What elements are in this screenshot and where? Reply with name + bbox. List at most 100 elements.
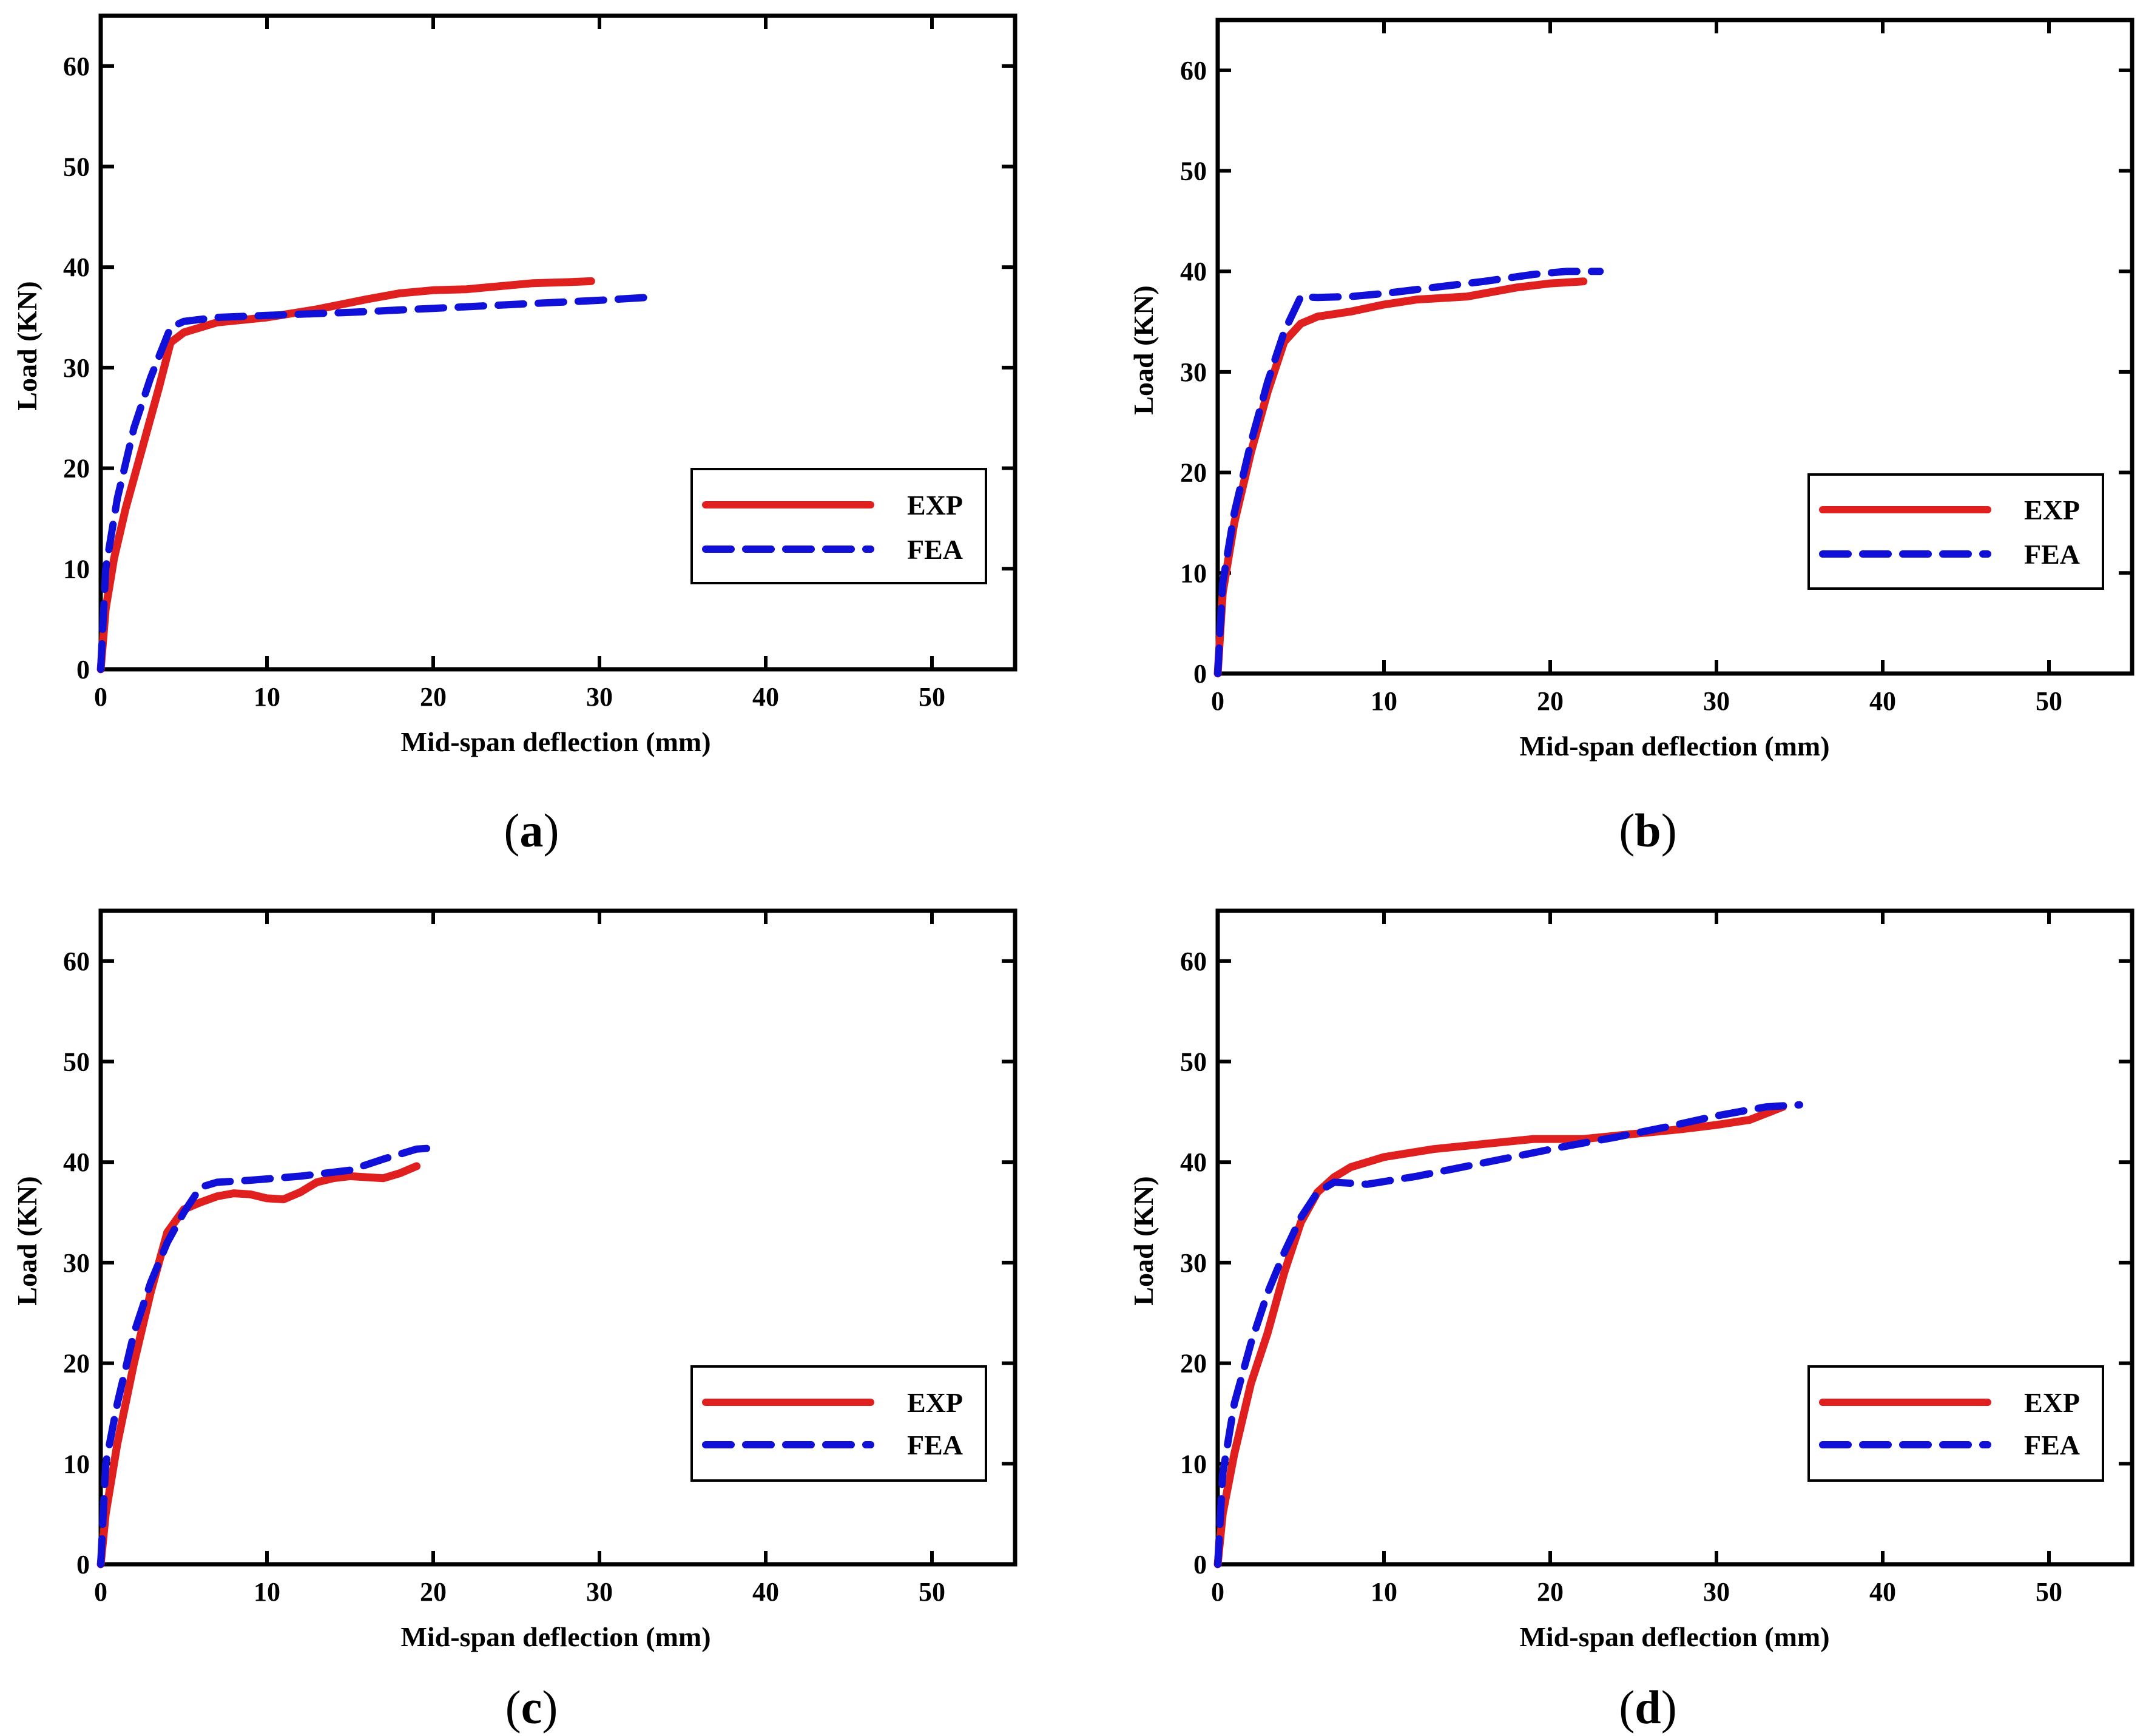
- panel-c: 0 10 20 30 40 50 0 10 20 30 40 50 60 Mid-span deflec…: [12, 908, 1018, 1734]
- panel-a: 0 10 20 30 40 50 0 10 20 30 40 50 60 Mid-span deflec…: [12, 13, 1018, 857]
- caption-letter: a: [520, 804, 544, 857]
- legend-box: [690, 468, 987, 584]
- y-tick-label: 40: [1180, 257, 1207, 286]
- x-tick-label: 10: [254, 1577, 280, 1607]
- y-tick-label: 60: [1180, 947, 1207, 976]
- y-tick-label: 10: [1180, 1449, 1207, 1479]
- legend-fea-label: FEA: [907, 534, 963, 565]
- y-tick-label: 40: [1180, 1147, 1207, 1177]
- y-tick-label: 40: [63, 252, 90, 282]
- y-tick-label: 0: [76, 655, 90, 684]
- y-tick-label: 0: [1193, 659, 1207, 689]
- legend: EXP FEA: [1807, 1365, 2104, 1482]
- y-tick-label: 30: [1180, 357, 1207, 387]
- caption-letter: d: [1635, 1681, 1661, 1734]
- x-axis-title: Mid-span deflection (mm): [400, 726, 710, 757]
- x-tick-label: 10: [254, 682, 280, 712]
- plot-area: 0 10 20 30 40 50 0 10 20 30 40 50 60: [63, 13, 1018, 712]
- x-axis-title: Mid-span deflection (mm): [1519, 1621, 1829, 1652]
- plot-area: 0 10 20 30 40 50 0 10 20 30 40 50 60: [1180, 18, 2135, 716]
- caption-close-paren: ): [544, 804, 559, 857]
- series-fea-line: [1214, 268, 1604, 677]
- series-exp-line: [1213, 1103, 1787, 1569]
- panel-b: 0 10 20 30 40 50 0 10 20 30 40 50 60 Mid-span deflec…: [1128, 18, 2135, 857]
- y-tick-label: 30: [1180, 1248, 1207, 1278]
- x-tick-label: 30: [586, 1577, 613, 1607]
- legend: EXP FEA: [690, 468, 987, 584]
- y-tick-label: 50: [63, 152, 90, 182]
- legend-exp-label: EXP: [907, 490, 963, 521]
- x-tick-label: 50: [919, 682, 945, 712]
- y-tick-label: 10: [1180, 558, 1207, 588]
- caption-close-paren: ): [1661, 804, 1677, 857]
- y-axis-title: Load (KN): [1128, 1176, 1159, 1305]
- y-tick-label: 0: [76, 1550, 90, 1579]
- panel-caption: (b): [1619, 804, 1676, 857]
- x-tick-label: 20: [1537, 1577, 1564, 1607]
- y-tick-label: 20: [1180, 458, 1207, 488]
- y-tick-label: 50: [63, 1047, 90, 1077]
- x-tick-label: 40: [1869, 1577, 1896, 1607]
- y-tick-label: 50: [1180, 1047, 1207, 1077]
- x-tick-label: 50: [2036, 686, 2062, 716]
- x-tick-label: 10: [1371, 686, 1397, 716]
- y-tick-label: 0: [1193, 1550, 1207, 1579]
- x-tick-label: 20: [420, 1577, 447, 1607]
- legend-exp-label: EXP: [907, 1387, 963, 1418]
- panel-caption: (d): [1619, 1681, 1676, 1734]
- caption-open-paren: (: [1619, 1681, 1635, 1734]
- x-tick-label: 40: [752, 1577, 779, 1607]
- plot-area: 0 10 20 30 40 50 0 10 20 30 40 50 60: [1180, 908, 2135, 1607]
- x-tick-label: 30: [586, 682, 613, 712]
- y-tick-label: 40: [63, 1147, 90, 1177]
- x-axis-title: Mid-span deflection (mm): [1519, 731, 1829, 762]
- plot-frame: [1215, 18, 2135, 676]
- legend: EXP FEA: [1807, 473, 2104, 590]
- x-tick-label: 30: [1703, 686, 1730, 716]
- x-tick-label: 50: [919, 1577, 945, 1607]
- y-tick-label: 60: [63, 52, 90, 81]
- x-tick-label: 0: [94, 682, 107, 712]
- x-tick-label: 40: [752, 682, 779, 712]
- y-tick-label: 10: [63, 1449, 90, 1479]
- legend-fea-label: FEA: [907, 1430, 963, 1461]
- y-tick-label: 50: [1180, 157, 1207, 186]
- legend-box: [1807, 1365, 2104, 1482]
- panel-caption: (a): [504, 804, 559, 857]
- y-axis-title: Load (KN): [12, 1176, 42, 1305]
- panel-d: 0 10 20 30 40 50 0 10 20 30 40 50 60 Mid-span deflec…: [1128, 908, 2135, 1734]
- y-tick-label: 30: [63, 353, 90, 383]
- y-tick-label: 60: [1180, 56, 1207, 86]
- legend-exp-label: EXP: [2024, 495, 2080, 525]
- series-fea-line: [97, 1144, 437, 1568]
- x-axis-title: Mid-span deflection (mm): [400, 1621, 710, 1652]
- y-tick-label: 10: [63, 554, 90, 584]
- y-tick-label: 60: [63, 947, 90, 976]
- caption-letter: b: [1635, 804, 1661, 857]
- y-axis-title: Load (KN): [12, 281, 42, 410]
- x-tick-label: 20: [1537, 686, 1564, 716]
- caption-close-paren: ): [1661, 1681, 1677, 1734]
- caption-open-paren: (: [504, 804, 520, 857]
- legend: EXP FEA: [690, 1365, 987, 1482]
- x-tick-label: 0: [1211, 686, 1224, 716]
- y-tick-label: 20: [1180, 1349, 1207, 1379]
- x-tick-label: 30: [1703, 1577, 1730, 1607]
- legend-box: [690, 1365, 987, 1482]
- x-tick-label: 50: [2036, 1577, 2062, 1607]
- plot-area: 0 10 20 30 40 50 0 10 20 30 40 50 60: [63, 908, 1018, 1607]
- caption-letter: c: [521, 1681, 542, 1734]
- x-tick-label: 20: [420, 682, 447, 712]
- legend-fea-label: FEA: [2024, 1430, 2080, 1461]
- x-tick-label: 40: [1869, 686, 1896, 716]
- plot-frame: [98, 908, 1018, 1567]
- series-fea-line: [97, 293, 653, 673]
- x-tick-label: 0: [94, 1577, 107, 1607]
- legend-exp-label: EXP: [2024, 1387, 2080, 1418]
- y-tick-label: 30: [63, 1248, 90, 1278]
- legend-fea-label: FEA: [2024, 539, 2080, 570]
- caption-open-paren: (: [1619, 804, 1635, 857]
- legend-box: [1807, 473, 2104, 590]
